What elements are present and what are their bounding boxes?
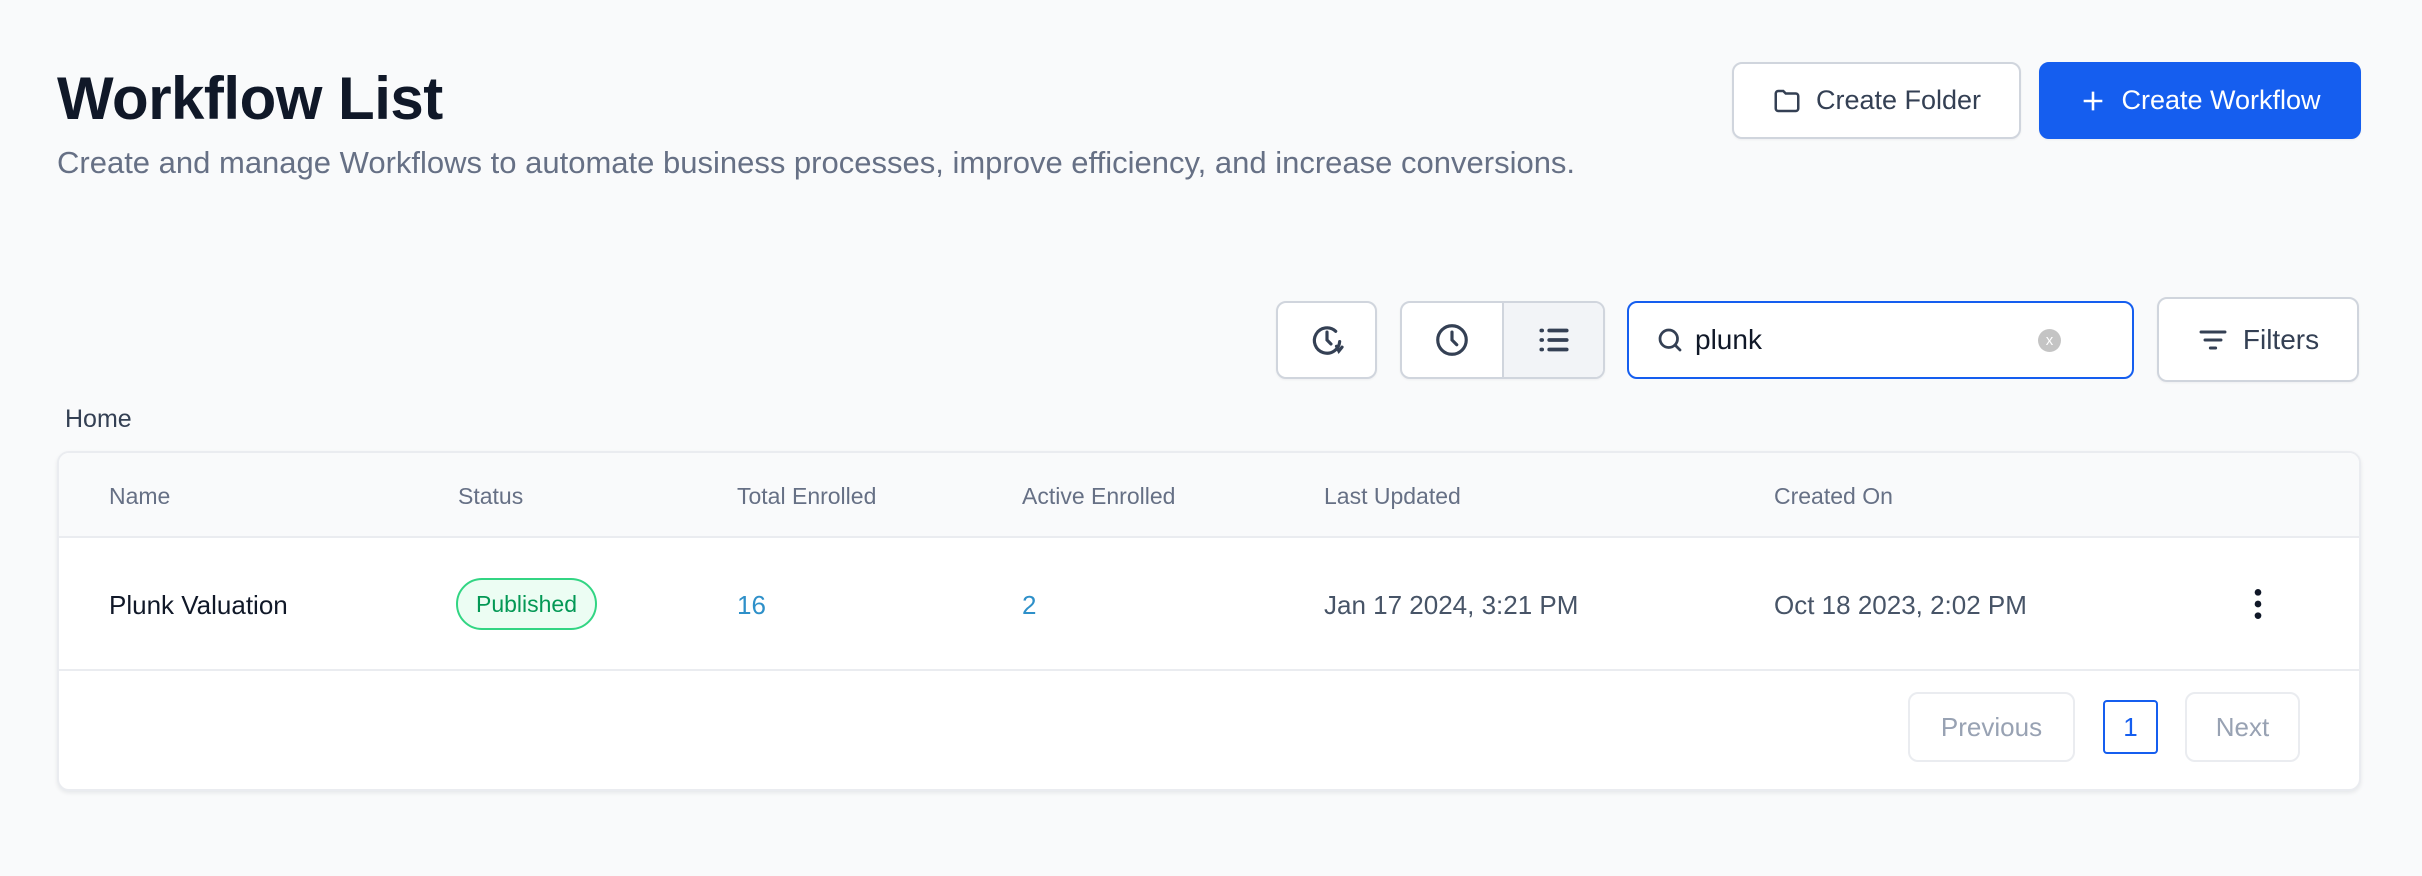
column-header-name: Name	[109, 483, 171, 509]
column-header-status: Status	[458, 483, 524, 509]
column-header-active-enrolled: Active Enrolled	[1022, 483, 1176, 509]
search-input[interactable]	[1695, 324, 2035, 356]
table-header: Name Status Total Enrolled Active Enroll…	[59, 453, 2359, 538]
clear-search-icon[interactable]: x	[2038, 329, 2061, 352]
clock-refresh-icon	[1312, 326, 1344, 355]
list-view-button[interactable]	[1504, 303, 1603, 377]
column-header-created-on: Created On	[1774, 483, 1893, 509]
folder-icon	[1774, 89, 1800, 112]
table-row[interactable]: Plunk Valuation Published 16 2 Jan 17 20…	[59, 538, 2359, 671]
clock-icon	[1436, 324, 1468, 356]
clock-view-button[interactable]	[1402, 303, 1504, 377]
total-enrolled-link[interactable]: 16	[737, 590, 766, 620]
create-workflow-button[interactable]: Create Workflow	[2039, 62, 2361, 139]
list-icon	[1538, 328, 1569, 352]
page-1-button[interactable]: 1	[2103, 700, 2158, 754]
history-button[interactable]	[1276, 301, 1377, 379]
page-title: Workflow List	[57, 65, 443, 132]
status-badge: Published	[456, 578, 598, 630]
workflow-name[interactable]: Plunk Valuation	[109, 590, 288, 620]
more-options-icon[interactable]	[2243, 584, 2273, 624]
create-folder-button[interactable]: Create Folder	[1732, 62, 2021, 139]
view-toggle-group	[1400, 301, 1605, 379]
workflow-table: Name Status Total Enrolled Active Enroll…	[57, 451, 2361, 791]
filters-button[interactable]: Filters	[2157, 297, 2359, 382]
next-page-button[interactable]: Next	[2185, 692, 2300, 762]
create-workflow-label: Create Workflow	[2121, 85, 2321, 115]
search-icon	[1658, 328, 1682, 352]
filters-label: Filters	[2242, 323, 2320, 355]
column-header-last-updated: Last Updated	[1324, 483, 1461, 509]
create-folder-label: Create Folder	[1815, 85, 1982, 115]
last-updated: Jan 17 2024, 3:21 PM	[1324, 590, 1579, 620]
breadcrumb-home[interactable]: Home	[65, 405, 132, 433]
filter-lines-icon	[2199, 330, 2227, 349]
page-subtitle: Create and manage Workflows to automate …	[57, 145, 1576, 180]
active-enrolled-link[interactable]: 2	[1022, 590, 1037, 620]
column-header-total-enrolled: Total Enrolled	[737, 483, 877, 509]
plus-icon	[2084, 91, 2103, 110]
created-on: Oct 18 2023, 2:02 PM	[1774, 590, 2027, 620]
previous-page-button[interactable]: Previous	[1908, 692, 2075, 762]
